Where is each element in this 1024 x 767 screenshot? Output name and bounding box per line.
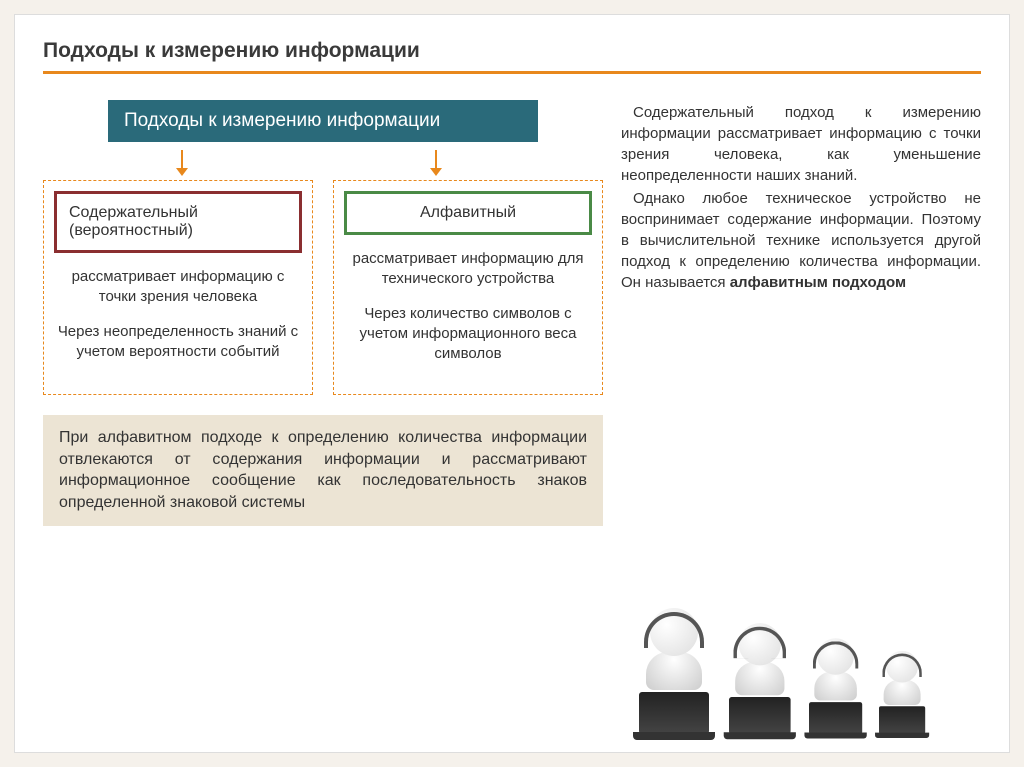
arrow-down-icon [181, 150, 183, 170]
branch-paragraph: Через количество символов с учетом инфор… [344, 304, 592, 365]
branch-title: Содержательный (вероятностный) [54, 191, 302, 253]
branch-alphabetic: Алфавитный рассматривает информацию для … [333, 180, 603, 395]
figure-person-icon [729, 623, 791, 734]
diagram-column: Подходы к измерению информации Содержате… [43, 100, 603, 526]
branch-semantic: Содержательный (вероятностный) рассматри… [43, 180, 313, 395]
headset-icon [733, 627, 786, 659]
headset-icon [882, 653, 922, 677]
laptop-icon [729, 697, 791, 734]
slide: Подходы к измерению информации Подходы к… [14, 14, 1010, 753]
branch-paragraph: Через неопределенность знаний с учетом в… [54, 322, 302, 363]
laptop-icon [809, 702, 862, 734]
figure-person-icon [879, 651, 925, 734]
arrow-down-icon [435, 150, 437, 170]
figure-person-icon [809, 638, 862, 734]
explanation-paragraph: Содержательный подход к измерению информ… [621, 102, 981, 186]
explanation-column: Содержательный подход к измерению информ… [621, 100, 981, 526]
diagram-header: Подходы к измерению информации [108, 100, 538, 142]
explanation-paragraph: Однако любое техническое устройство не в… [621, 188, 981, 293]
title-rule [43, 71, 981, 74]
branch-body: рассматривает информацию для техническог… [344, 249, 592, 364]
figure-person-icon [639, 608, 709, 734]
branches-row: Содержательный (вероятностный) рассматри… [43, 180, 603, 395]
explanation-bold: алфавитным подходом [730, 274, 906, 291]
content-row: Подходы к измерению информации Содержате… [43, 100, 981, 526]
branch-body: рассматривает информацию с точки зрения … [54, 267, 302, 362]
bottom-note: При алфавитном подходе к определению кол… [43, 415, 603, 525]
headset-icon [813, 641, 859, 668]
branch-paragraph: рассматривает информацию с точки зрения … [54, 267, 302, 308]
page-title: Подходы к измерению информации [43, 39, 981, 63]
headset-icon [644, 612, 704, 648]
laptop-icon [879, 706, 925, 734]
branch-paragraph: рассматривает информацию для техническог… [344, 249, 592, 290]
laptop-icon [639, 692, 709, 734]
branch-title: Алфавитный [344, 191, 592, 235]
diagram-arrows [43, 150, 603, 180]
call-center-illustration [629, 564, 999, 734]
